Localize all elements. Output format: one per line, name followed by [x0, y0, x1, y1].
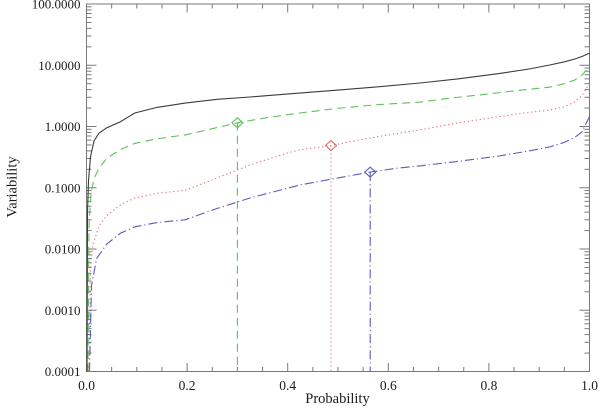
- x-tick-label: 0.2: [179, 378, 196, 393]
- y-tick-label: 0.0100: [45, 242, 81, 257]
- y-tick-label: 0.0010: [45, 303, 81, 318]
- series-red-dotted-line: [88, 82, 590, 372]
- x-tick-label: 0.0: [78, 378, 95, 393]
- series-blue-dashdot-line: [88, 116, 590, 372]
- x-tick-label: 0.8: [480, 378, 497, 393]
- y-tick-label: 100.0000: [32, 0, 81, 12]
- y-tick-label: 0.1000: [45, 180, 81, 195]
- series-green-dashed-line: [87, 66, 590, 372]
- y-tick-label: 0.0001: [45, 364, 81, 379]
- x-tick-label: 0.6: [380, 378, 397, 393]
- x-tick-label: 0.4: [279, 378, 296, 393]
- y-tick-label: 1.0000: [45, 119, 81, 134]
- plot-frame: [86, 3, 590, 372]
- marker-diamond-green-dashed: [231, 117, 244, 129]
- x-tick-label: 1.0: [581, 378, 598, 393]
- marker-diamond-blue-dashdot: [363, 166, 377, 178]
- y-tick-label: 10.0000: [38, 58, 80, 73]
- marker-diamond-red-dotted: [324, 139, 338, 152]
- series-black-solid-line: [86, 52, 590, 372]
